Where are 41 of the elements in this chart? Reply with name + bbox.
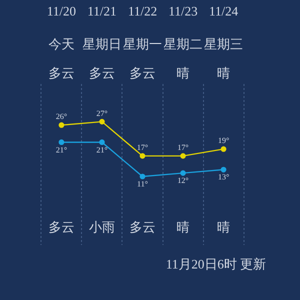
x-tick-label: 11/20: [46, 4, 76, 19]
annotation: 多云: [48, 219, 74, 234]
text: 星期二: [164, 36, 203, 52]
data-label: 26°: [56, 112, 68, 122]
data-label: 12°: [177, 176, 189, 186]
data-label: 17°: [136, 143, 148, 152]
point: [140, 174, 146, 180]
point: [99, 118, 105, 124]
data-label: 21°: [96, 145, 108, 154]
data-label: 27°: [96, 108, 108, 118]
text: 晴: [217, 65, 230, 80]
text: 多云: [130, 65, 156, 80]
text: 星期日: [82, 36, 122, 52]
point: [220, 146, 226, 152]
x-tick-label: 11/21: [87, 4, 117, 19]
text: 多云: [48, 65, 74, 80]
point: [180, 153, 186, 159]
text: 晴: [176, 65, 190, 80]
point: [58, 139, 64, 146]
annotation: 晴: [217, 219, 230, 234]
data-label: 19°: [218, 136, 230, 146]
point: [180, 170, 186, 176]
data-label: 13°: [218, 172, 230, 182]
text: 今天: [48, 36, 74, 52]
text: 多云: [88, 65, 115, 80]
text: 11月20日6时 更新: [166, 256, 266, 272]
x-tick-label: 11/24: [208, 4, 239, 19]
annotation: 多云: [130, 219, 156, 234]
point: [58, 122, 64, 128]
annotation: 晴: [176, 219, 190, 234]
text: 星期三: [204, 36, 244, 52]
data-label: 21°: [56, 145, 68, 154]
data-label: 11°: [137, 180, 148, 189]
x-tick-label: 11/23: [168, 4, 198, 19]
point: [99, 139, 105, 146]
x-tick-label: 11/22: [128, 4, 158, 19]
point: [220, 166, 226, 172]
text: 星期一: [123, 36, 162, 52]
point: [140, 153, 146, 159]
data-label: 17°: [177, 143, 189, 152]
annotation: 小雨: [88, 219, 115, 234]
